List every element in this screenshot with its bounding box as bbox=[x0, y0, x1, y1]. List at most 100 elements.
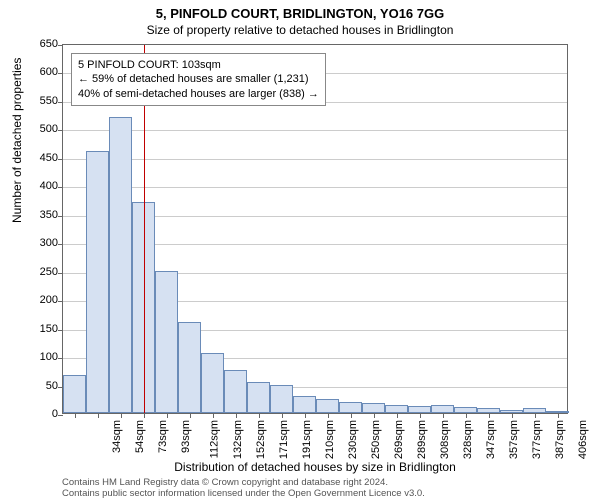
x-tick-label: 328sqm bbox=[462, 420, 474, 459]
x-tick bbox=[144, 413, 145, 418]
x-tick bbox=[305, 413, 306, 418]
x-tick-label: 93sqm bbox=[180, 420, 192, 453]
x-tick bbox=[466, 413, 467, 418]
x-tick-label: 191sqm bbox=[301, 420, 313, 459]
y-tick bbox=[58, 358, 63, 359]
chart-title-main: 5, PINFOLD COURT, BRIDLINGTON, YO16 7GG bbox=[0, 0, 600, 21]
y-tick bbox=[58, 73, 63, 74]
x-tick bbox=[489, 413, 490, 418]
tooltip: 5 PINFOLD COURT: 103sqm← 59% of detached… bbox=[71, 53, 326, 106]
x-tick bbox=[374, 413, 375, 418]
bar bbox=[86, 151, 109, 413]
y-tick-label: 450 bbox=[22, 152, 58, 164]
x-tick bbox=[420, 413, 421, 418]
x-tick bbox=[213, 413, 214, 418]
bar bbox=[339, 402, 362, 413]
y-tick bbox=[58, 301, 63, 302]
y-tick-label: 100 bbox=[22, 351, 58, 363]
bar bbox=[247, 382, 270, 413]
y-tick bbox=[58, 45, 63, 46]
chart-container: 5, PINFOLD COURT, BRIDLINGTON, YO16 7GG … bbox=[0, 0, 600, 500]
x-tick bbox=[236, 413, 237, 418]
y-tick bbox=[58, 273, 63, 274]
y-tick bbox=[58, 244, 63, 245]
gridline-h bbox=[63, 130, 567, 131]
y-tick bbox=[58, 102, 63, 103]
bar bbox=[63, 375, 86, 413]
footnote: Contains HM Land Registry data © Crown c… bbox=[62, 478, 425, 500]
x-tick bbox=[351, 413, 352, 418]
y-tick-label: 400 bbox=[22, 180, 58, 192]
x-tick bbox=[167, 413, 168, 418]
x-tick-label: 347sqm bbox=[485, 420, 497, 459]
bar bbox=[431, 405, 454, 413]
bar bbox=[316, 399, 339, 413]
y-tick-label: 250 bbox=[22, 266, 58, 278]
gridline-h bbox=[63, 159, 567, 160]
y-tick-label: 300 bbox=[22, 237, 58, 249]
y-tick-label: 350 bbox=[22, 209, 58, 221]
bar bbox=[109, 117, 132, 413]
y-tick bbox=[58, 159, 63, 160]
x-tick-label: 250sqm bbox=[370, 420, 382, 459]
x-tick-label: 73sqm bbox=[157, 420, 169, 453]
tooltip-line: ← 59% of detached houses are smaller (1,… bbox=[78, 72, 319, 86]
x-tick bbox=[75, 413, 76, 418]
y-tick-label: 50 bbox=[22, 380, 58, 392]
bar bbox=[385, 405, 408, 413]
x-tick bbox=[443, 413, 444, 418]
x-tick-label: 357sqm bbox=[508, 420, 520, 459]
y-tick-label: 200 bbox=[22, 294, 58, 306]
x-tick-label: 308sqm bbox=[439, 420, 451, 459]
tooltip-line: 5 PINFOLD COURT: 103sqm bbox=[78, 58, 319, 72]
y-tick-label: 500 bbox=[22, 123, 58, 135]
y-tick bbox=[58, 187, 63, 188]
y-tick-label: 650 bbox=[22, 38, 58, 50]
y-tick bbox=[58, 130, 63, 131]
x-tick bbox=[190, 413, 191, 418]
x-tick bbox=[121, 413, 122, 418]
bar bbox=[293, 396, 316, 413]
x-tick-label: 152sqm bbox=[255, 420, 267, 459]
x-tick-label: 132sqm bbox=[232, 420, 244, 459]
y-tick bbox=[58, 216, 63, 217]
y-tick-label: 600 bbox=[22, 66, 58, 78]
x-tick bbox=[98, 413, 99, 418]
x-tick bbox=[397, 413, 398, 418]
x-tick-label: 112sqm bbox=[208, 420, 220, 458]
x-tick-label: 387sqm bbox=[554, 420, 566, 459]
x-tick-label: 289sqm bbox=[416, 420, 428, 459]
y-tick bbox=[58, 415, 63, 416]
x-tick-label: 230sqm bbox=[347, 420, 359, 459]
tooltip-line: 40% of semi-detached houses are larger (… bbox=[78, 87, 319, 101]
bar bbox=[270, 385, 293, 413]
bar bbox=[408, 406, 431, 413]
y-axis-title: Number of detached properties bbox=[10, 58, 24, 223]
x-tick bbox=[558, 413, 559, 418]
x-tick bbox=[535, 413, 536, 418]
y-tick-label: 0 bbox=[22, 408, 58, 420]
x-tick-label: 54sqm bbox=[134, 420, 146, 453]
x-tick bbox=[259, 413, 260, 418]
bar bbox=[201, 353, 224, 413]
x-tick-label: 269sqm bbox=[393, 420, 405, 459]
x-tick bbox=[328, 413, 329, 418]
x-tick-label: 406sqm bbox=[577, 420, 589, 459]
x-tick-label: 171sqm bbox=[278, 420, 290, 459]
y-tick bbox=[58, 330, 63, 331]
y-tick-label: 150 bbox=[22, 323, 58, 335]
plot-area: 5 PINFOLD COURT: 103sqm← 59% of detached… bbox=[62, 44, 568, 414]
footnote-line-2: Contains public sector information licen… bbox=[62, 489, 425, 500]
bar bbox=[178, 322, 201, 413]
chart-title-sub: Size of property relative to detached ho… bbox=[0, 21, 600, 37]
x-tick bbox=[282, 413, 283, 418]
bar bbox=[224, 370, 247, 413]
bar bbox=[362, 403, 385, 413]
x-axis-title: Distribution of detached houses by size … bbox=[62, 460, 568, 474]
x-tick-label: 377sqm bbox=[531, 420, 543, 459]
y-tick-label: 550 bbox=[22, 95, 58, 107]
x-tick-label: 34sqm bbox=[111, 420, 123, 453]
gridline-h bbox=[63, 187, 567, 188]
x-tick-label: 210sqm bbox=[324, 420, 336, 459]
x-tick bbox=[512, 413, 513, 418]
